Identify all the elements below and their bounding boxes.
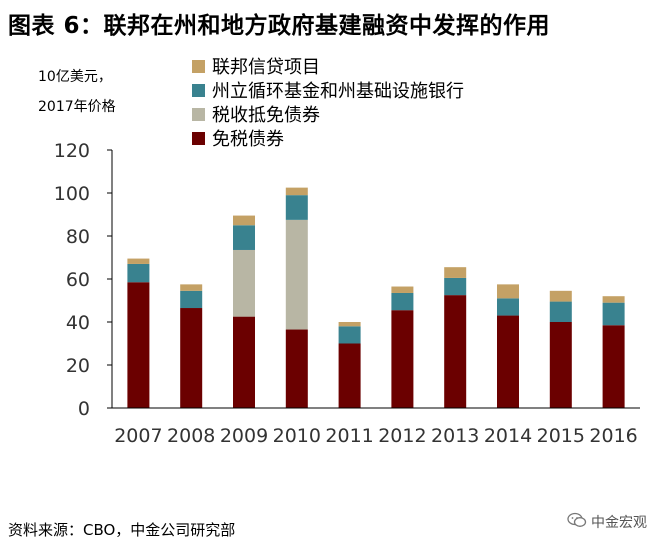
y-tick-label: 20 [66, 355, 90, 377]
wechat-icon [567, 512, 587, 532]
bar-segment [180, 308, 203, 408]
source-note: 资料来源：CBO，中金公司研究部 [8, 521, 236, 539]
legend: 联邦信贷项目 州立循环基金和州基础设施银行 税收抵免债券 免税债券 [192, 54, 464, 150]
x-tick-label: 2009 [220, 425, 268, 447]
legend-swatch [192, 107, 205, 121]
legend-item-tax-credit-bonds: 税收抵免债券 [192, 102, 464, 126]
bar-segment [602, 325, 625, 408]
unit-label-line2: 2017年价格 [38, 99, 116, 115]
bar-segment [180, 284, 203, 291]
unit-label-line1: 10亿美元， [38, 69, 112, 85]
legend-item-tax-exempt-bonds: 免税债券 [192, 126, 464, 150]
bar-segment [285, 195, 308, 220]
bar-segment [444, 267, 467, 278]
y-tick-label: 100 [54, 183, 90, 205]
bar-segment [338, 322, 361, 327]
bar-segment [127, 258, 150, 264]
bar-segment [549, 322, 572, 408]
bar-segment [285, 187, 308, 196]
y-tick-label: 60 [66, 269, 90, 291]
legend-label: 免税债券 [212, 129, 284, 150]
y-tick-label: 120 [54, 140, 90, 162]
watermark: 中金宏观 [567, 512, 647, 532]
y-tick-label: 40 [66, 312, 90, 334]
x-tick-label: 2008 [167, 425, 215, 447]
bar-segment [549, 301, 572, 322]
bar-segment [233, 215, 255, 226]
x-tick-label: 2016 [589, 425, 637, 447]
bar-segment [497, 298, 519, 316]
legend-label: 联邦信贷项目 [212, 57, 320, 78]
legend-swatch [192, 59, 205, 73]
bar-segment [444, 295, 467, 408]
bar-segment [285, 329, 308, 408]
x-tick-label: 2013 [431, 425, 479, 447]
bar-segment [602, 296, 625, 303]
bar-segment [180, 290, 203, 309]
x-tick-label: 2011 [325, 425, 373, 447]
bar-segment [233, 316, 255, 408]
x-tick-label: 2015 [537, 425, 585, 447]
bar-segment [127, 263, 150, 283]
chart-title: 图表 6：联邦在州和地方政府基建融资中发挥的作用 [8, 13, 551, 39]
x-tick-label: 2012 [378, 425, 426, 447]
legend-item-federal-credit: 联邦信贷项目 [192, 54, 464, 78]
bar-segment [338, 326, 361, 344]
bar-segment [338, 343, 361, 408]
legend-item-revolving-funds: 州立循环基金和州基础设施银行 [192, 78, 464, 102]
bar-segment [233, 249, 255, 317]
x-tick-label: 2007 [114, 425, 162, 447]
bar-segment [602, 302, 625, 326]
legend-label: 税收抵免债券 [212, 105, 320, 126]
bar-segment [285, 219, 308, 330]
bar-segment [549, 290, 572, 302]
legend-swatch [192, 83, 205, 97]
bar-segment [391, 292, 414, 311]
bar-segment [444, 277, 467, 296]
legend-swatch [192, 131, 205, 145]
x-tick-label: 2010 [273, 425, 321, 447]
bar-segment [497, 315, 519, 408]
bar-segment [391, 286, 414, 293]
y-tick-label: 0 [78, 398, 90, 420]
bar-segment [497, 284, 519, 299]
y-tick-label: 80 [66, 226, 90, 248]
bar-segment [391, 310, 414, 408]
bar-segment [127, 282, 150, 408]
legend-label: 州立循环基金和州基础设施银行 [212, 81, 464, 102]
watermark-text: 中金宏观 [591, 515, 647, 531]
bar-segment [233, 225, 255, 250]
x-tick-label: 2014 [484, 425, 532, 447]
